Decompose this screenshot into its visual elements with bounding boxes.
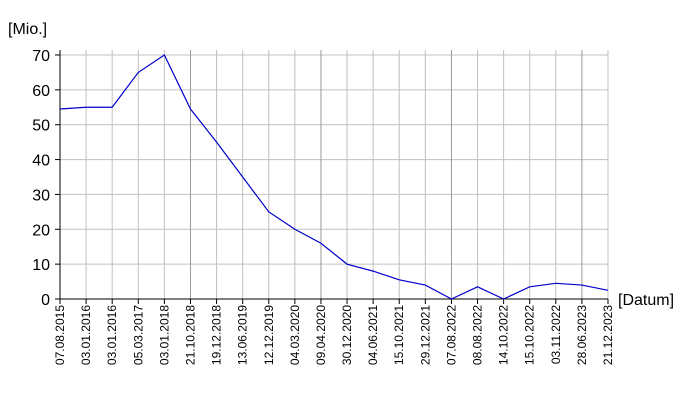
x-tick-label: 03.01.2018 bbox=[157, 305, 171, 365]
y-tick-label: 0 bbox=[41, 292, 50, 309]
y-tick-label: 20 bbox=[32, 222, 50, 239]
x-tick-label: 14.10.2022 bbox=[497, 305, 511, 365]
y-tick-label: 70 bbox=[32, 48, 50, 65]
x-tick-label: 08.08.2022 bbox=[471, 305, 485, 365]
x-tick-label: 15.10.2021 bbox=[392, 305, 406, 365]
y-axis-label: [Mio.] bbox=[8, 21, 47, 38]
x-tick-label: 12.12.2019 bbox=[262, 305, 276, 365]
x-tick-label: 07.08.2015 bbox=[53, 305, 67, 365]
y-tick-label: 50 bbox=[32, 118, 50, 135]
y-tick-label: 40 bbox=[32, 153, 50, 170]
x-tick-label: 19.12.2018 bbox=[210, 305, 224, 365]
y-tick-label: 30 bbox=[32, 187, 50, 204]
x-tick-label: 30.12.2020 bbox=[340, 305, 354, 365]
line bbox=[59, 54, 609, 300]
x-tick-label: 05.03.2017 bbox=[131, 305, 145, 365]
x-tick-label: 03.01.2016 bbox=[79, 305, 93, 365]
x-tick-label: 29.12.2021 bbox=[418, 305, 432, 365]
x-tick-label: 07.08.2022 bbox=[444, 305, 458, 365]
x-tick-label: 13.06.2019 bbox=[236, 305, 250, 365]
y-tick-label: 60 bbox=[32, 83, 50, 100]
x-axis-label: [Datum] bbox=[618, 292, 674, 309]
x-tick-label: 03.11.2022 bbox=[549, 305, 563, 364]
x-tick-label: 09.04.2020 bbox=[314, 305, 328, 365]
x-tick-label: 15.10.2022 bbox=[523, 305, 537, 365]
x-tick-label: 04.06.2021 bbox=[366, 305, 380, 365]
y-tick-label: 10 bbox=[32, 257, 50, 274]
x-tick-label: 04.03.2020 bbox=[288, 305, 302, 365]
x-tick-label: 21.12.2023 bbox=[601, 305, 615, 365]
x-tick-label: 28.06.2023 bbox=[575, 305, 589, 365]
x-tick-label: 21.10.2018 bbox=[183, 305, 197, 365]
x-tick-label: 03.01.2016 bbox=[105, 305, 119, 365]
